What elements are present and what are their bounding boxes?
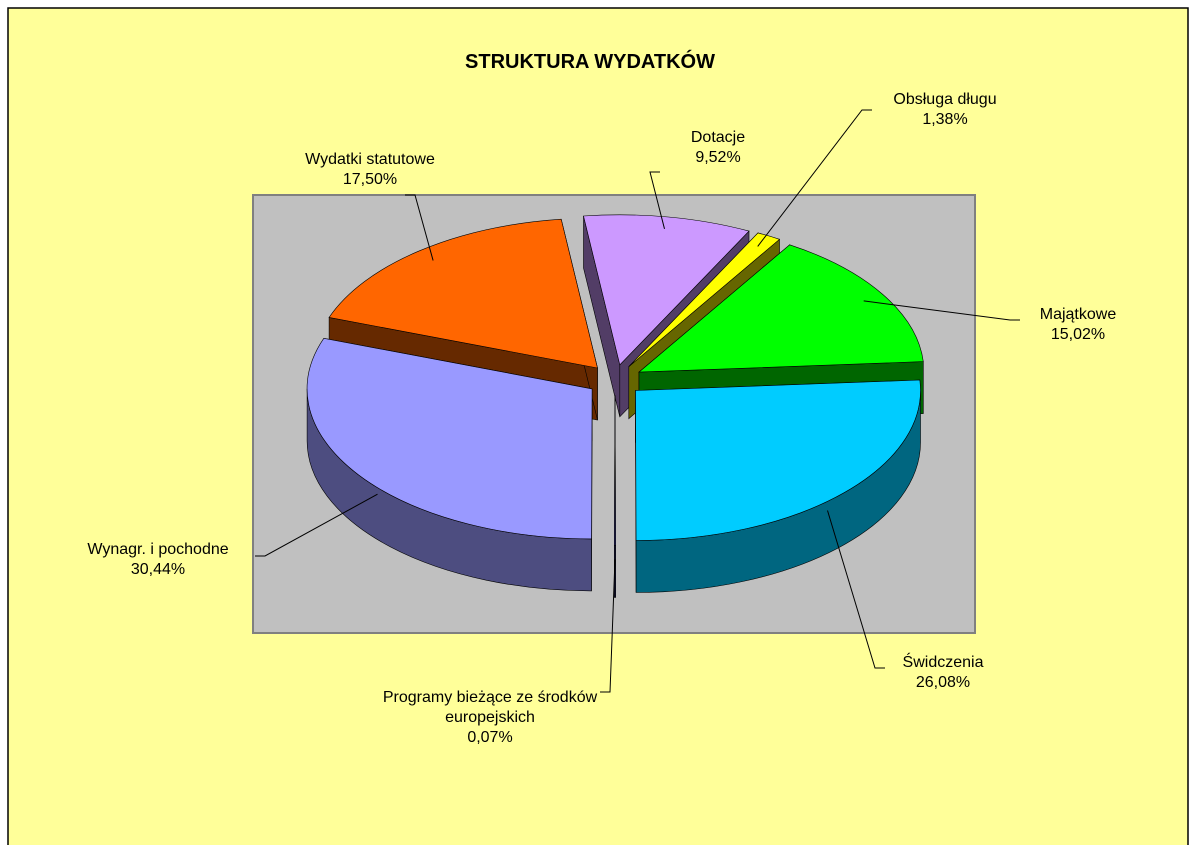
category-label: Obsługa długu: [893, 91, 997, 108]
leader-line: [600, 559, 616, 693]
leader-line: [827, 510, 885, 669]
value-label: 26,08%: [915, 674, 971, 691]
leader-line: [649, 171, 665, 230]
value-label: 1,38%: [922, 111, 968, 128]
slice-top: [638, 244, 924, 373]
leader-line: [757, 109, 872, 247]
category-label: Świdczenia: [902, 654, 984, 671]
value-label: 9,52%: [695, 149, 741, 166]
data-label: Świdczenia 26,08%: [878, 653, 1008, 693]
value-label: 30,44%: [130, 561, 186, 578]
value-label: 17,50%: [342, 171, 398, 188]
slice-top: [628, 232, 781, 367]
slice-top: [306, 337, 593, 540]
value-label: 15,02%: [1050, 326, 1106, 343]
leader-line: [405, 194, 434, 261]
leader-line: [255, 493, 378, 557]
data-label: Majątkowe 15,02%: [1018, 305, 1138, 345]
category-label: Majątkowe: [1039, 306, 1117, 323]
category-label: Wydatki statutowe: [305, 151, 435, 168]
slice-top: [583, 214, 750, 366]
category-label: Wynagr. i pochodne: [87, 541, 229, 558]
pie-slice: [635, 379, 921, 593]
chart-title: STRUKTURA WYDATKÓW: [465, 49, 715, 73]
slice-top: [635, 379, 921, 541]
category-label: Programy bieżące ze środków europejskich: [382, 689, 598, 726]
data-label: Obsługa długu 1,38%: [860, 90, 1030, 130]
data-label: Wydatki statutowe 17,50%: [270, 150, 470, 190]
pie-slice: [306, 337, 593, 592]
data-label: Wynagr. i pochodne 30,44%: [58, 540, 258, 580]
data-label: Dotacje 9,52%: [658, 128, 778, 168]
pie-slice: [614, 395, 616, 598]
data-label: Programy bieżące ze środków europejskich…: [380, 688, 600, 748]
category-label: Dotacje: [690, 129, 746, 146]
leader-line: [863, 300, 1020, 321]
slice-top: [328, 218, 598, 369]
slice-top: [614, 395, 616, 546]
value-label: 0,07%: [467, 729, 513, 746]
